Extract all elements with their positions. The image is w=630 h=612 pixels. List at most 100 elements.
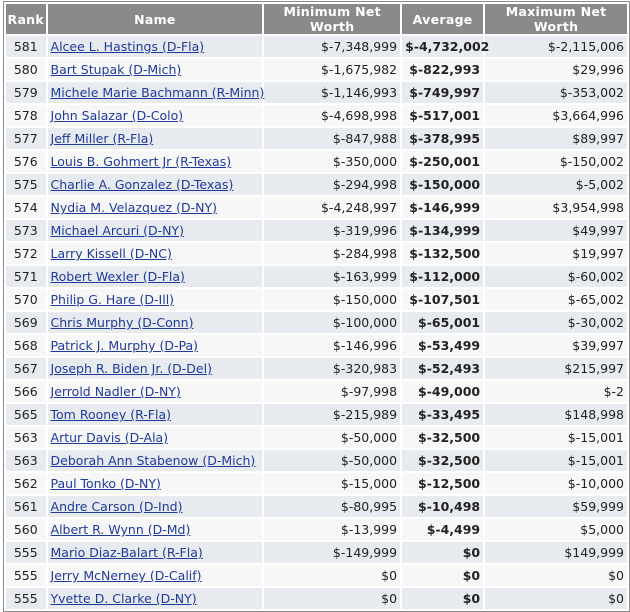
maximum-net-worth-cell: $3,954,998 [485,197,627,218]
member-name-link[interactable]: Paul Tonko (D-NY) [50,476,161,491]
member-name-link[interactable]: Andre Carson (D-Ind) [50,499,183,514]
name-cell: Philip G. Hare (D-Ill) [47,289,263,310]
rank-cell: 574 [6,197,46,218]
member-name-link[interactable]: Mario Diaz-Balart (R-Fla) [50,545,203,560]
member-name-link[interactable]: Alcee L. Hastings (D-Fla) [50,39,205,54]
table-row: 563 Artur Davis (D-Ala) $-50,000 $-32,500 $-… [6,427,627,448]
rank-cell: 572 [6,243,46,264]
maximum-net-worth-cell: $19,997 [485,243,627,264]
table-row: 555 Jerry McNerney (D-Calif) $0 $0 $0 [6,565,627,586]
maximum-net-worth-cell: $-5,002 [485,174,627,195]
header-minimum-net-worth[interactable]: Minimum Net Worth [264,4,401,34]
table-row: 575 Charlie A. Gonzalez (D-Texas) $-294,99… [6,174,627,195]
table-row: 565 Tom Rooney (R-Fla) $-215,989 $-33,495 $1… [6,404,627,425]
minimum-net-worth-cell: $-284,998 [264,243,401,264]
member-name-link[interactable]: Deborah Ann Stabenow (D-Mich) [50,453,256,468]
member-name-link[interactable]: John Salazar (D-Colo) [50,108,184,123]
maximum-net-worth-cell: $-10,000 [485,473,627,494]
member-name-link[interactable]: Robert Wexler (D-Fla) [50,269,185,284]
name-cell: Deborah Ann Stabenow (D-Mich) [47,450,263,471]
table-row: 555 Mario Diaz-Balart (R-Fla) $-149,999 $0 $… [6,542,627,563]
minimum-net-worth-cell: $-1,675,982 [264,59,401,80]
average-cell: $-53,499 [402,335,484,356]
member-name-link[interactable]: Michael Arcuri (D-NY) [50,223,185,238]
member-name-link[interactable]: Louis B. Gohmert Jr (R-Texas) [50,154,232,169]
member-name-link[interactable]: Jeff Miller (R-Fla) [50,131,154,146]
table-header-row: Rank Name Minimum Net Worth Average Maxi… [6,4,627,34]
member-name-link[interactable]: Charlie A. Gonzalez (D-Texas) [50,177,234,192]
average-cell: $-32,500 [402,450,484,471]
name-cell: Bart Stupak (D-Mich) [47,59,263,80]
member-name-link[interactable]: Bart Stupak (D-Mich) [50,62,182,77]
rank-cell: 570 [6,289,46,310]
maximum-net-worth-cell: $0 [485,588,627,609]
rank-cell: 576 [6,151,46,172]
rank-cell: 563 [6,450,46,471]
rank-cell: 566 [6,381,46,402]
average-cell: $-134,999 [402,220,484,241]
header-rank[interactable]: Rank [6,4,46,34]
member-name-link[interactable]: Chris Murphy (D-Conn) [50,315,194,330]
maximum-net-worth-cell: $-60,002 [485,266,627,287]
average-cell: $-52,493 [402,358,484,379]
average-cell: $-822,993 [402,59,484,80]
table-row: 569 Chris Murphy (D-Conn) $-100,000 $-65,00… [6,312,627,333]
rank-cell: 580 [6,59,46,80]
rank-cell: 561 [6,496,46,517]
average-cell: $-4,499 [402,519,484,540]
rank-cell: 567 [6,358,46,379]
member-name-link[interactable]: Patrick J. Murphy (D-Pa) [50,338,198,353]
maximum-net-worth-cell: $-2,115,006 [485,36,627,57]
average-cell: $-749,997 [402,82,484,103]
member-name-link[interactable]: Larry Kissell (D-NC) [50,246,172,261]
average-cell: $-378,995 [402,128,484,149]
table-row: 568 Patrick J. Murphy (D-Pa) $-146,996 $-53… [6,335,627,356]
maximum-net-worth-cell: $89,997 [485,128,627,149]
header-average[interactable]: Average [402,4,484,34]
name-cell: Joseph R. Biden Jr. (D-Del) [47,358,263,379]
member-name-link[interactable]: Joseph R. Biden Jr. (D-Del) [50,361,212,376]
minimum-net-worth-cell: $-4,248,997 [264,197,401,218]
rank-cell: 581 [6,36,46,57]
average-cell: $-4,732,002 [402,36,489,57]
rank-cell: 579 [6,82,46,103]
average-cell: $-65,001 [402,312,484,333]
maximum-net-worth-cell: $-65,002 [485,289,627,310]
member-name-link[interactable]: Tom Rooney (R-Fla) [50,407,171,422]
rank-cell: 578 [6,105,46,126]
maximum-net-worth-cell: $39,997 [485,335,627,356]
minimum-net-worth-cell: $-847,988 [264,128,401,149]
table-row: 576 Louis B. Gohmert Jr (R-Texas) $-350,00… [6,151,627,172]
rank-cell: 577 [6,128,46,149]
member-name-link[interactable]: Albert R. Wynn (D-Md) [50,522,191,537]
member-name-link[interactable]: Michele Marie Bachmann (R-Minn) [50,85,265,100]
header-maximum-net-worth[interactable]: Maximum Net Worth [485,4,627,34]
minimum-net-worth-cell: $-163,999 [264,266,401,287]
member-name-link[interactable]: Nydia M. Velazquez (D-NY) [50,200,217,215]
member-name-link[interactable]: Jerry McNerney (D-Calif) [50,568,202,583]
maximum-net-worth-cell: $-15,001 [485,450,627,471]
minimum-net-worth-cell: $-146,996 [264,335,401,356]
minimum-net-worth-cell: $-50,000 [264,450,401,471]
member-name-link[interactable]: Yvette D. Clarke (D-NY) [50,591,197,606]
average-cell: $-112,000 [402,266,484,287]
average-cell: $0 [402,588,484,609]
rank-cell: 555 [6,588,46,609]
maximum-net-worth-cell: $-15,001 [485,427,627,448]
minimum-net-worth-cell: $-4,698,998 [264,105,401,126]
average-cell: $-10,498 [402,496,484,517]
table-row: 570 Philip G. Hare (D-Ill) $-150,000 $-107,… [6,289,627,310]
maximum-net-worth-cell: $149,999 [485,542,627,563]
name-cell: Larry Kissell (D-NC) [47,243,263,264]
member-name-link[interactable]: Philip G. Hare (D-Ill) [50,292,175,307]
maximum-net-worth-cell: $3,664,996 [485,105,627,126]
minimum-net-worth-cell: $-100,000 [264,312,401,333]
rank-cell: 573 [6,220,46,241]
maximum-net-worth-cell: $-2 [485,381,627,402]
member-name-link[interactable]: Jerrold Nadler (D-NY) [50,384,181,399]
rank-cell: 560 [6,519,46,540]
name-cell: Tom Rooney (R-Fla) [47,404,263,425]
header-name[interactable]: Name [47,4,263,34]
maximum-net-worth-cell: $59,999 [485,496,627,517]
member-name-link[interactable]: Artur Davis (D-Ala) [50,430,169,445]
